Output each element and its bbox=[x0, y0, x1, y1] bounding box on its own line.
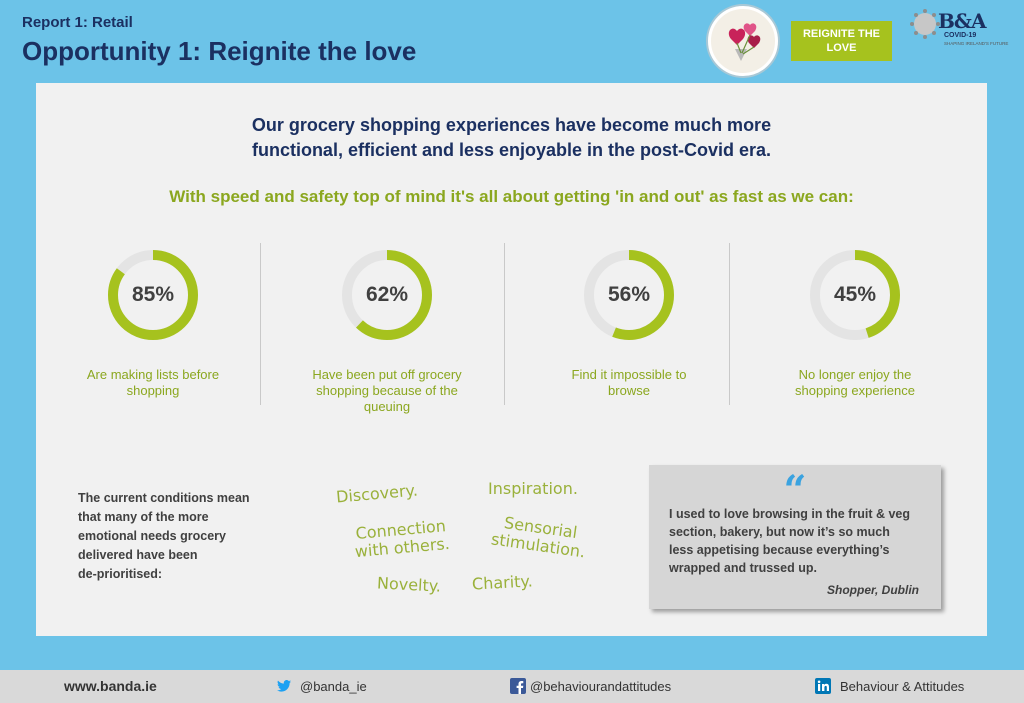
stat-value: 85% bbox=[131, 283, 175, 306]
stat-label-line: browse bbox=[608, 383, 650, 398]
divider bbox=[260, 243, 261, 405]
need-inspiration: Inspiration. bbox=[488, 479, 578, 498]
ba-logo-icon bbox=[910, 9, 940, 39]
headline: Our grocery shopping experiences have be… bbox=[36, 113, 987, 163]
quote-box: “ I used to love browsing in the fruit &… bbox=[649, 465, 941, 609]
facebook-icon bbox=[510, 678, 526, 694]
stat-label-line: shopping bbox=[126, 383, 180, 398]
subheadline: With speed and safety top of mind it's a… bbox=[169, 187, 854, 206]
linkedin-icon bbox=[815, 678, 831, 694]
stat-value: 45% bbox=[833, 283, 877, 306]
website-link[interactable]: www.banda.ie bbox=[64, 678, 157, 694]
stat-label-line: shopping experience bbox=[795, 383, 915, 398]
content-panel: Our grocery shopping experiences have be… bbox=[36, 83, 987, 636]
facebook-handle[interactable]: @behaviourandattitudes bbox=[530, 679, 672, 694]
hearts-illustration-icon bbox=[708, 6, 778, 76]
stat-label: Are making lists before shopping bbox=[53, 367, 253, 399]
need-discovery: Discovery. bbox=[335, 480, 419, 507]
conditions-text: The current conditions mean that many of… bbox=[78, 489, 278, 584]
twitter-handle[interactable]: @banda_ie bbox=[300, 679, 367, 694]
stat-value: 62% bbox=[365, 283, 409, 306]
divider bbox=[504, 243, 505, 405]
quote-line: I used to love browsing in the fruit & v… bbox=[669, 507, 910, 521]
need-charity: Charity. bbox=[471, 571, 534, 594]
stat-label-line: Have been put off grocery bbox=[312, 367, 462, 382]
donut-chart bbox=[810, 250, 900, 340]
donut-chart bbox=[342, 250, 432, 340]
quote-text: I used to love browsing in the fruit & v… bbox=[669, 505, 929, 577]
need-sensorial: Sensorial stimulation. bbox=[490, 513, 589, 561]
stat-label-line: Find it impossible to bbox=[571, 367, 687, 382]
footer: www.banda.ie @banda_ie @behaviourandatti… bbox=[0, 670, 1024, 703]
conditions-line: de-prioritised: bbox=[78, 567, 163, 581]
logo-text: B&A bbox=[938, 9, 986, 33]
quote-line: section, bakery, but now it’s so much bbox=[669, 525, 890, 539]
need-connection: Connection with others. bbox=[353, 516, 450, 561]
stat-card: 56% Find it impossible to browse bbox=[514, 243, 744, 413]
stat-label: Have been put off grocery shopping becau… bbox=[287, 367, 487, 415]
stat-card: 45% No longer enjoy the shopping experie… bbox=[740, 243, 970, 413]
badge-line-2: LOVE bbox=[826, 42, 857, 54]
linkedin-handle[interactable]: Behaviour & Attitudes bbox=[840, 679, 965, 694]
donut-arc bbox=[810, 250, 900, 340]
conditions-line: The current conditions mean bbox=[78, 491, 250, 505]
need-novelty: Novelty. bbox=[376, 573, 442, 596]
page-title: Opportunity 1: Reignite the love bbox=[22, 36, 417, 66]
stat-card: 62% Have been put off grocery shopping b… bbox=[272, 243, 502, 415]
report-label: Report 1: Retail bbox=[22, 14, 133, 31]
divider bbox=[729, 243, 730, 405]
conditions-line: emotional needs grocery bbox=[78, 529, 226, 543]
quote-line: wrapped and trussed up. bbox=[669, 561, 817, 575]
stat-label-line: queuing bbox=[363, 399, 411, 414]
headline-line-1: Our grocery shopping experiences have be… bbox=[251, 115, 772, 135]
stat-value: 56% bbox=[607, 283, 651, 306]
logo-subtitle: COVID-19 bbox=[944, 32, 977, 39]
quote-line: less appetising because everything’s bbox=[669, 543, 890, 557]
badge-line-1: REIGNITE THE bbox=[802, 28, 880, 40]
twitter-icon bbox=[277, 680, 291, 692]
stat-label: Find it impossible to browse bbox=[529, 367, 729, 399]
donut-arc bbox=[342, 250, 432, 340]
donut-arc bbox=[584, 250, 674, 340]
stat-label-line: Are making lists before bbox=[86, 367, 220, 382]
donut-arc bbox=[108, 250, 198, 340]
stat-label-line: shopping because of the bbox=[316, 383, 458, 398]
donut-chart bbox=[108, 250, 198, 340]
ba-logo: B&A COVID-19 SHAPING IRELAND'S FUTURE bbox=[910, 8, 1010, 52]
stat-label: No longer enjoy the shopping experience bbox=[755, 367, 955, 399]
reignite-badge: REIGNITE THE LOVE bbox=[791, 21, 892, 61]
quote-icon: “ bbox=[783, 467, 807, 514]
headline-line-2: functional, efficient and less enjoyable… bbox=[251, 140, 772, 160]
logo-tagline: SHAPING IRELAND'S FUTURE bbox=[944, 41, 1009, 46]
donut-chart bbox=[584, 250, 674, 340]
conditions-line: that many of the more bbox=[78, 510, 209, 524]
conditions-line: delivered have been bbox=[78, 548, 198, 562]
stat-label-line: No longer enjoy the bbox=[798, 367, 912, 382]
quote-source: Shopper, Dublin bbox=[827, 583, 919, 597]
stat-card: 85% Are making lists before shopping bbox=[38, 243, 268, 413]
